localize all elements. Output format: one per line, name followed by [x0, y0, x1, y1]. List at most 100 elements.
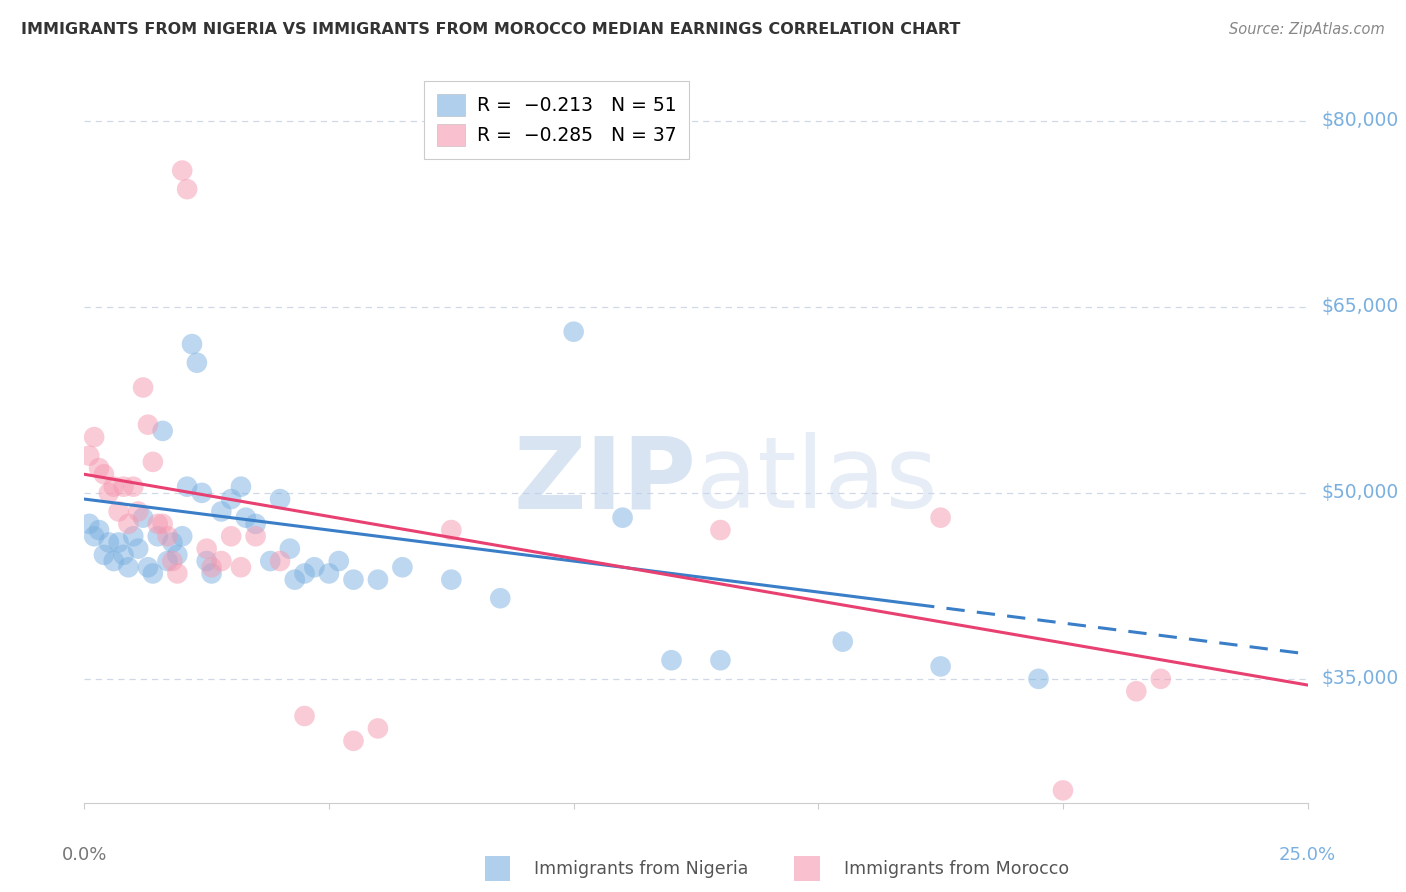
Point	[103, 554, 125, 568]
Point	[146, 529, 169, 543]
Text: $35,000: $35,000	[1322, 669, 1399, 689]
Point	[166, 548, 188, 562]
Text: Immigrants from Nigeria: Immigrants from Nigeria	[534, 860, 748, 878]
Point	[132, 380, 155, 394]
Point	[142, 455, 165, 469]
Point	[186, 356, 208, 370]
Point	[342, 573, 364, 587]
Point	[929, 659, 952, 673]
Point	[191, 486, 214, 500]
Point	[162, 554, 184, 568]
Point	[440, 573, 463, 587]
Point	[166, 566, 188, 581]
Point	[181, 337, 204, 351]
Point	[209, 554, 232, 568]
Point	[229, 560, 252, 574]
Point	[152, 516, 174, 531]
Text: ZIP: ZIP	[513, 433, 696, 530]
Point	[269, 554, 291, 568]
Point	[195, 554, 218, 568]
Point	[709, 523, 731, 537]
Point	[117, 560, 139, 574]
Point	[77, 449, 100, 463]
Point	[107, 504, 129, 518]
Text: Source: ZipAtlas.com: Source: ZipAtlas.com	[1229, 22, 1385, 37]
Point	[93, 467, 115, 482]
Text: 25.0%: 25.0%	[1279, 847, 1336, 864]
Point	[318, 566, 340, 581]
Point	[245, 529, 267, 543]
Point	[87, 461, 110, 475]
Point	[1028, 672, 1050, 686]
Text: Immigrants from Morocco: Immigrants from Morocco	[844, 860, 1069, 878]
Point	[136, 417, 159, 432]
Point	[127, 541, 149, 556]
Point	[97, 535, 120, 549]
Point	[294, 709, 316, 723]
Point	[219, 491, 242, 506]
Point	[156, 554, 179, 568]
Point	[103, 480, 125, 494]
Point	[342, 734, 364, 748]
Point	[122, 529, 145, 543]
Point	[162, 535, 184, 549]
Point	[200, 560, 222, 574]
Point	[294, 566, 316, 581]
Point	[152, 424, 174, 438]
Point	[195, 541, 218, 556]
Text: atlas: atlas	[696, 433, 938, 530]
Point	[235, 510, 257, 524]
Point	[132, 510, 155, 524]
Legend: R =  −0.213   N = 51, R =  −0.285   N = 37: R = −0.213 N = 51, R = −0.285 N = 37	[425, 81, 689, 159]
Point	[1125, 684, 1147, 698]
Point	[172, 163, 194, 178]
Point	[112, 480, 135, 494]
Point	[172, 529, 194, 543]
Text: $65,000: $65,000	[1322, 297, 1399, 317]
Point	[562, 325, 585, 339]
Point	[83, 430, 105, 444]
Point	[367, 573, 389, 587]
Point	[391, 560, 413, 574]
Point	[127, 504, 149, 518]
Y-axis label: Median Earnings: Median Earnings	[0, 368, 8, 506]
Point	[176, 182, 198, 196]
Point	[278, 541, 301, 556]
Point	[117, 516, 139, 531]
Text: 0.0%: 0.0%	[62, 847, 107, 864]
Point	[612, 510, 634, 524]
Point	[1052, 783, 1074, 797]
Point	[1150, 672, 1173, 686]
Point	[259, 554, 281, 568]
Point	[200, 566, 222, 581]
Point	[93, 548, 115, 562]
Point	[112, 548, 135, 562]
Point	[229, 480, 252, 494]
Point	[328, 554, 350, 568]
Text: $80,000: $80,000	[1322, 112, 1399, 130]
Point	[87, 523, 110, 537]
Text: $50,000: $50,000	[1322, 483, 1399, 502]
Point	[284, 573, 307, 587]
Point	[367, 722, 389, 736]
Point	[489, 591, 512, 606]
Point	[83, 529, 105, 543]
Point	[122, 480, 145, 494]
Point	[219, 529, 242, 543]
Point	[142, 566, 165, 581]
Point	[304, 560, 326, 574]
Point	[136, 560, 159, 574]
Point	[146, 516, 169, 531]
Text: IMMIGRANTS FROM NIGERIA VS IMMIGRANTS FROM MOROCCO MEDIAN EARNINGS CORRELATION C: IMMIGRANTS FROM NIGERIA VS IMMIGRANTS FR…	[21, 22, 960, 37]
Point	[107, 535, 129, 549]
Point	[97, 486, 120, 500]
Point	[156, 529, 179, 543]
Point	[209, 504, 232, 518]
Point	[661, 653, 683, 667]
Point	[440, 523, 463, 537]
Point	[831, 634, 853, 648]
Point	[245, 516, 267, 531]
Point	[77, 516, 100, 531]
Point	[176, 480, 198, 494]
Point	[929, 510, 952, 524]
